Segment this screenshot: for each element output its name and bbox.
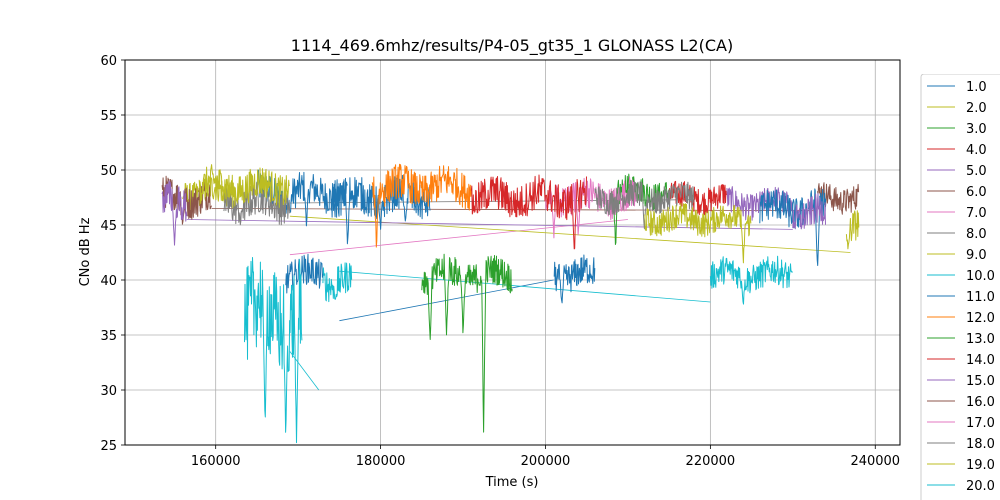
legend-label: 19.0 [966, 458, 995, 473]
legend-label: 6.0 [966, 185, 987, 200]
connector-line [289, 219, 628, 256]
series-layer [161, 163, 860, 444]
series-line-10.0 [322, 262, 353, 303]
series-line-12.0 [371, 163, 472, 248]
connector-line [186, 219, 793, 230]
grid-lines [125, 59, 900, 446]
legend-label: 12.0 [966, 311, 995, 326]
x-tick-label: 160000 [191, 454, 241, 469]
legend-label: 13.0 [966, 332, 995, 347]
plot-frame [124, 59, 901, 446]
series-line-8.0 [594, 180, 695, 230]
legend-label: 2.0 [966, 101, 987, 116]
x-tick-label: 220000 [686, 454, 736, 469]
legend-label: 4.0 [966, 143, 987, 158]
connector-line [289, 215, 851, 253]
legend-label: 9.0 [966, 248, 987, 263]
x-axis-label: Time (s) [485, 475, 539, 490]
legend-label: 16.0 [966, 395, 995, 410]
series-line-20.0 [244, 257, 303, 444]
x-axis-ticks: 160000 180000 200000 220000 240000 [191, 445, 900, 469]
series-line-11.0 [330, 173, 431, 245]
y-tick-label: 25 [100, 439, 117, 454]
connector-line [339, 279, 554, 322]
y-axis-ticks: 25 30 35 40 45 50 55 60 [100, 54, 125, 454]
y-tick-label: 55 [100, 109, 117, 124]
y-tick-label: 50 [100, 164, 117, 179]
legend-label: 8.0 [966, 227, 987, 242]
legend-label: 15.0 [966, 374, 995, 389]
series-line-14.0 [470, 174, 587, 250]
y-tick-label: 45 [100, 219, 117, 234]
legend-label: 20.0 [966, 479, 995, 494]
legend-label: 18.0 [966, 437, 995, 452]
series-line-11.0 [759, 188, 827, 266]
y-tick-label: 30 [100, 384, 117, 399]
legend-label: 10.0 [966, 269, 995, 284]
legend-label: 7.0 [966, 206, 987, 221]
connector-line [289, 351, 320, 391]
series-line-4.0 [668, 180, 727, 216]
series-line-11.0 [285, 253, 324, 294]
legend-label: 11.0 [966, 290, 995, 305]
legend-label: 17.0 [966, 416, 995, 431]
connector-line [339, 270, 711, 303]
series-line-13.0 [421, 253, 513, 433]
series-line-9.0 [845, 210, 860, 250]
legend-label: 3.0 [966, 122, 987, 137]
x-tick-label: 240000 [850, 454, 900, 469]
series-line-9.0 [644, 203, 752, 264]
series-line-15.0 [792, 193, 826, 230]
legend-label: 1.0 [966, 80, 987, 95]
y-tick-label: 60 [100, 54, 117, 69]
y-axis-label: CNo dB Hz [78, 217, 93, 286]
y-tick-label: 40 [100, 274, 117, 289]
chart-title: 1114_469.6mhz/results/P4-05_gt35_1 GLONA… [291, 36, 733, 56]
legend: 1.0 2.0 3.0 4.0 5.0 6.0 7.0 8.0 9.0 10.0 11.0 12.0 1… [920, 74, 1000, 500]
x-tick-label: 200000 [521, 454, 571, 469]
legend-box [920, 74, 1000, 500]
series-line-11.0 [553, 254, 596, 304]
y-tick-label: 35 [100, 329, 117, 344]
x-tick-label: 180000 [356, 454, 406, 469]
legend-label: 14.0 [966, 353, 995, 368]
series-line-10.0 [709, 255, 793, 305]
series-line-15.0 [161, 180, 188, 246]
series-line-9.0 [198, 164, 290, 209]
legend-label: 5.0 [966, 164, 987, 179]
